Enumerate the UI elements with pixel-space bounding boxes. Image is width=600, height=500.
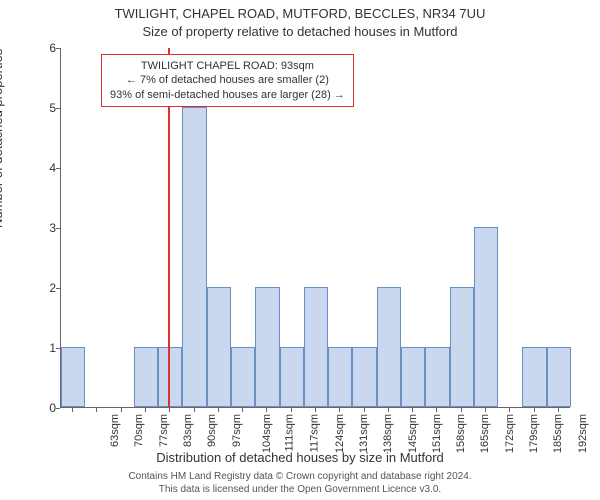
bar xyxy=(522,347,546,407)
y-tick-mark xyxy=(56,108,60,109)
x-tick-label: 151sqm xyxy=(431,414,443,453)
x-tick-label: 179sqm xyxy=(528,414,540,453)
plot-area: TWILIGHT CHAPEL ROAD: 93sqm ← 7% of deta… xyxy=(60,48,570,408)
y-tick-mark xyxy=(56,168,60,169)
bar xyxy=(304,287,328,407)
chart-container: TWILIGHT, CHAPEL ROAD, MUTFORD, BECCLES,… xyxy=(0,0,600,500)
x-tick-label: 90sqm xyxy=(206,414,218,447)
y-tick-mark xyxy=(56,48,60,49)
footer-line1: Contains HM Land Registry data © Crown c… xyxy=(128,471,471,482)
chart-title-main: TWILIGHT, CHAPEL ROAD, MUTFORD, BECCLES,… xyxy=(0,6,600,21)
y-tick-label: 5 xyxy=(44,101,56,115)
x-tick-mark xyxy=(364,408,365,412)
info-box-line3: 93% of semi-detached houses are larger (… xyxy=(110,88,345,102)
x-tick-label: 97sqm xyxy=(231,414,243,447)
x-tick-mark xyxy=(339,408,340,412)
x-tick-mark xyxy=(558,408,559,412)
x-tick-mark xyxy=(436,408,437,412)
x-tick-label: 165sqm xyxy=(480,414,492,453)
x-tick-label: 145sqm xyxy=(407,414,419,453)
bar xyxy=(280,347,304,407)
x-tick-label: 111sqm xyxy=(284,414,296,452)
x-tick-label: 131sqm xyxy=(358,414,370,453)
bar xyxy=(401,347,425,407)
x-tick-label: 63sqm xyxy=(109,414,121,447)
chart-title-sub: Size of property relative to detached ho… xyxy=(0,24,600,39)
x-tick-mark xyxy=(388,408,389,412)
x-tick-mark xyxy=(509,408,510,412)
x-tick-mark xyxy=(145,408,146,412)
bar xyxy=(547,347,571,407)
x-tick-mark xyxy=(96,408,97,412)
x-tick-label: 83sqm xyxy=(182,414,194,447)
info-box-line1: TWILIGHT CHAPEL ROAD: 93sqm xyxy=(110,59,345,73)
x-tick-mark xyxy=(412,408,413,412)
bar xyxy=(474,227,498,407)
bar xyxy=(328,347,352,407)
x-tick-label: 158sqm xyxy=(455,414,467,453)
bar xyxy=(377,287,401,407)
y-tick-label: 0 xyxy=(44,401,56,415)
x-tick-mark xyxy=(121,408,122,412)
x-tick-label: 185sqm xyxy=(552,414,564,453)
y-tick-label: 4 xyxy=(44,161,56,175)
x-tick-label: 77sqm xyxy=(158,414,170,447)
x-tick-label: 138sqm xyxy=(382,414,394,453)
y-tick-label: 3 xyxy=(44,221,56,235)
info-box-line2: ← 7% of detached houses are smaller (2) xyxy=(110,73,345,87)
y-axis-label: Number of detached properties xyxy=(0,49,5,228)
x-tick-mark xyxy=(72,408,73,412)
y-tick-label: 2 xyxy=(44,281,56,295)
x-tick-mark xyxy=(485,408,486,412)
x-tick-mark xyxy=(461,408,462,412)
x-tick-mark xyxy=(218,408,219,412)
x-tick-label: 172sqm xyxy=(504,414,516,453)
x-tick-mark xyxy=(169,408,170,412)
x-tick-label: 124sqm xyxy=(334,414,346,453)
bar xyxy=(352,347,376,407)
bar xyxy=(61,347,85,407)
bar xyxy=(255,287,279,407)
info-box: TWILIGHT CHAPEL ROAD: 93sqm ← 7% of deta… xyxy=(101,54,354,107)
bar xyxy=(425,347,449,407)
x-tick-mark xyxy=(194,408,195,412)
bar xyxy=(182,107,206,407)
x-tick-label: 192sqm xyxy=(577,414,589,453)
x-tick-label: 70sqm xyxy=(133,414,145,447)
bar xyxy=(207,287,231,407)
y-tick-mark xyxy=(56,288,60,289)
y-tick-mark xyxy=(56,228,60,229)
footer-line2: This data is licensed under the Open Gov… xyxy=(159,484,441,495)
y-tick-mark xyxy=(56,348,60,349)
bar xyxy=(231,347,255,407)
x-tick-mark xyxy=(534,408,535,412)
footer-text: Contains HM Land Registry data © Crown c… xyxy=(0,471,600,496)
x-tick-label: 104sqm xyxy=(261,414,273,453)
bar xyxy=(158,347,182,407)
x-tick-mark xyxy=(266,408,267,412)
y-tick-mark xyxy=(56,408,60,409)
x-tick-label: 117sqm xyxy=(309,414,321,452)
bar xyxy=(450,287,474,407)
x-tick-mark xyxy=(315,408,316,412)
y-tick-label: 6 xyxy=(44,41,56,55)
bar xyxy=(134,347,158,407)
y-tick-label: 1 xyxy=(44,341,56,355)
x-tick-mark xyxy=(242,408,243,412)
x-tick-mark xyxy=(291,408,292,412)
